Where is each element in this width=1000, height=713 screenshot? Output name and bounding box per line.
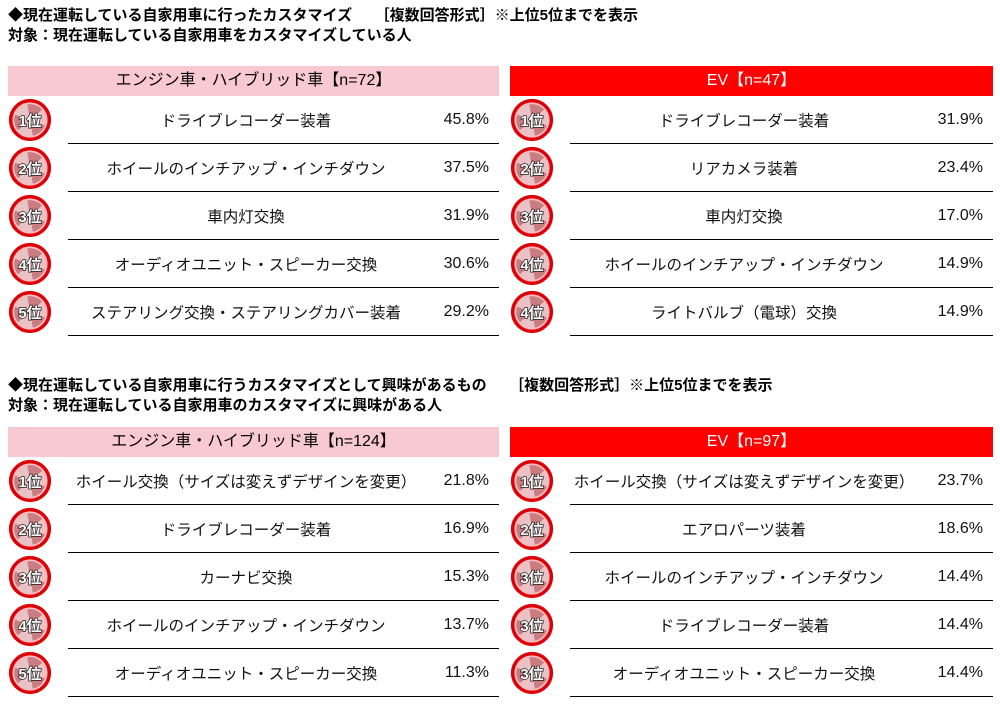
svg-text:3位: 3位 [520,570,543,587]
svg-text:4位: 4位 [520,257,543,274]
svg-text:2位: 2位 [18,161,41,178]
svg-text:2位: 2位 [520,161,543,178]
svg-text:5位: 5位 [18,305,41,322]
svg-text:4位: 4位 [520,305,543,322]
svg-text:1位: 1位 [520,474,543,491]
svg-text:1位: 1位 [520,113,543,130]
svg-text:1位: 1位 [18,113,41,130]
svg-text:2位: 2位 [520,522,543,539]
svg-text:3位: 3位 [18,570,41,587]
svg-text:3位: 3位 [520,618,543,635]
svg-text:4位: 4位 [18,618,41,635]
svg-text:2位: 2位 [18,522,41,539]
svg-text:1位: 1位 [18,474,41,491]
svg-text:4位: 4位 [18,257,41,274]
svg-text:5位: 5位 [18,666,41,683]
svg-text:3位: 3位 [520,666,543,683]
svg-text:3位: 3位 [520,209,543,226]
svg-text:3位: 3位 [18,209,41,226]
